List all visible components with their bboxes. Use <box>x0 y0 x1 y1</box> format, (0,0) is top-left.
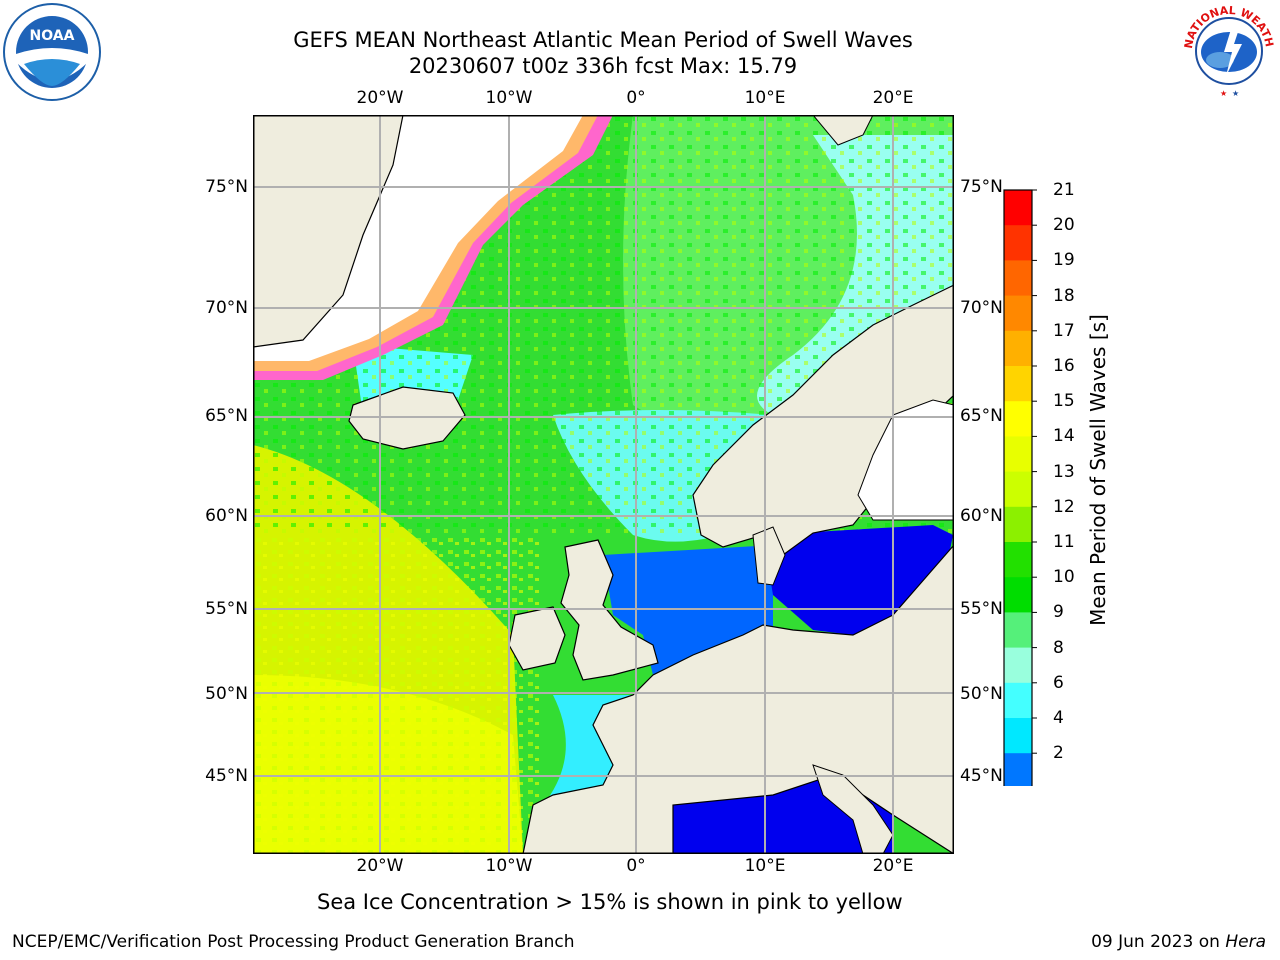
colorbar-segment <box>1004 471 1032 508</box>
lat-label-right-65n: 65°N <box>960 406 1003 426</box>
colorbar-label: Mean Period of Swell Waves [s] <box>1086 314 1110 626</box>
lon-label-top-20e: 20°E <box>872 88 914 108</box>
noaa-logo-text: NOAA <box>30 28 75 44</box>
speckle-south <box>253 535 543 854</box>
colorbar-tick-label: 21 <box>1053 180 1075 200</box>
land-italy <box>812 764 894 854</box>
footer-host: Hera <box>1225 932 1266 952</box>
colorbar-tick-label: 14 <box>1053 426 1075 447</box>
colorbar-segment <box>1004 366 1032 402</box>
svg-text:★: ★ <box>1220 89 1227 98</box>
lon-label-bottom-0: 0° <box>626 856 646 876</box>
colorbar-tick-label: 11 <box>1053 532 1075 552</box>
lon-label-top-10e: 10°E <box>744 88 786 108</box>
footer-credit: NCEP/EMC/Verification Post Processing Pr… <box>12 932 575 952</box>
colorbar-segment <box>1004 260 1032 297</box>
lat-label-right-45n: 45°N <box>960 766 1003 786</box>
colorbar <box>1003 189 1037 786</box>
colorbar-segment <box>1004 295 1032 332</box>
land-greenland <box>253 115 404 348</box>
lon-label-bottom-20e: 20°E <box>872 856 914 876</box>
chart-subtitle: 20230607 t00z 336h fcst Max: 15.79 <box>408 54 798 78</box>
colorbar-tick-label: 4 <box>1053 708 1064 728</box>
colorbar-tick-label: 8 <box>1053 637 1064 658</box>
colorbar-segment <box>1004 190 1032 226</box>
lat-label-right-75n: 75°N <box>960 177 1003 197</box>
lat-label-right-55n: 55°N <box>960 599 1003 619</box>
colorbar-segment <box>1004 612 1032 649</box>
colorbar-segment <box>1004 330 1032 367</box>
lon-label-bottom-10e: 10°E <box>744 856 786 876</box>
lon-label-top-0: 0° <box>626 88 646 108</box>
colorbar-segment <box>1004 436 1032 473</box>
colorbar-tick-label: 16 <box>1053 356 1075 376</box>
lon-label-top-20w: 20°W <box>356 88 404 108</box>
land-denmark <box>752 526 786 586</box>
colorbar-segment <box>1004 647 1032 684</box>
colorbar-segment <box>1004 682 1032 719</box>
lon-label-bottom-20w: 20°W <box>356 856 404 876</box>
colorbar-tick-label: 10 <box>1053 567 1075 588</box>
lat-label-left-65n: 65°N <box>205 406 248 426</box>
graticule <box>253 115 954 854</box>
land-svalbard <box>812 115 874 146</box>
lat-label-right-50n: 50°N <box>960 684 1003 704</box>
lat-label-right-70n: 70°N <box>960 298 1003 318</box>
colorbar-segment <box>1004 577 1032 613</box>
colorbar-tick-label: 15 <box>1053 391 1075 412</box>
noaa-logo: NOAA <box>2 2 102 102</box>
ice-gulf-bothnia <box>857 399 954 521</box>
colorbar-tick-label: 18 <box>1053 285 1075 306</box>
map-frame <box>253 115 954 854</box>
lat-label-left-45n: 45°N <box>205 766 248 786</box>
colorbar-segment <box>1004 225 1032 261</box>
colorbar-segment <box>1004 718 1032 754</box>
colorbar-segment <box>1004 506 1032 543</box>
colorbar-segment <box>1004 401 1032 437</box>
colorbar-tick-label: 13 <box>1053 461 1075 482</box>
colorbar-tick-label: 2 <box>1053 743 1064 764</box>
colorbar-tick-label: 9 <box>1053 602 1064 623</box>
lon-label-bottom-10w: 10°W <box>485 856 533 876</box>
colorbar-tick-label: 20 <box>1053 215 1075 236</box>
nws-logo: NATIONAL WEATHER SERVICE ★ ★ <box>1176 0 1278 100</box>
lat-label-right-60n: 60°N <box>960 506 1003 526</box>
chart-title: GEFS MEAN Northeast Atlantic Mean Period… <box>293 28 913 52</box>
colorbar-segment <box>1004 542 1032 578</box>
svg-text:★: ★ <box>1232 89 1239 98</box>
lat-label-left-70n: 70°N <box>205 298 248 318</box>
colorbar-tick-label: 12 <box>1053 496 1075 517</box>
footer-date-text: 09 Jun 2023 on <box>1091 932 1220 952</box>
footer-date: 09 Jun 2023 on Hera <box>1091 932 1266 952</box>
sea-ice-note: Sea Ice Concentration > 15% is shown in … <box>317 890 903 914</box>
lat-label-left-50n: 50°N <box>205 684 248 704</box>
lat-label-left-75n: 75°N <box>205 177 248 197</box>
colorbar-tick-label: 17 <box>1053 320 1075 341</box>
colorbar-tick-label: 6 <box>1053 672 1064 693</box>
colorbar-segment <box>1004 753 1032 786</box>
lat-label-left-60n: 60°N <box>205 506 248 526</box>
lat-label-left-55n: 55°N <box>205 599 248 619</box>
colorbar-tick-label: 19 <box>1053 250 1075 271</box>
lon-label-top-10w: 10°W <box>485 88 533 108</box>
